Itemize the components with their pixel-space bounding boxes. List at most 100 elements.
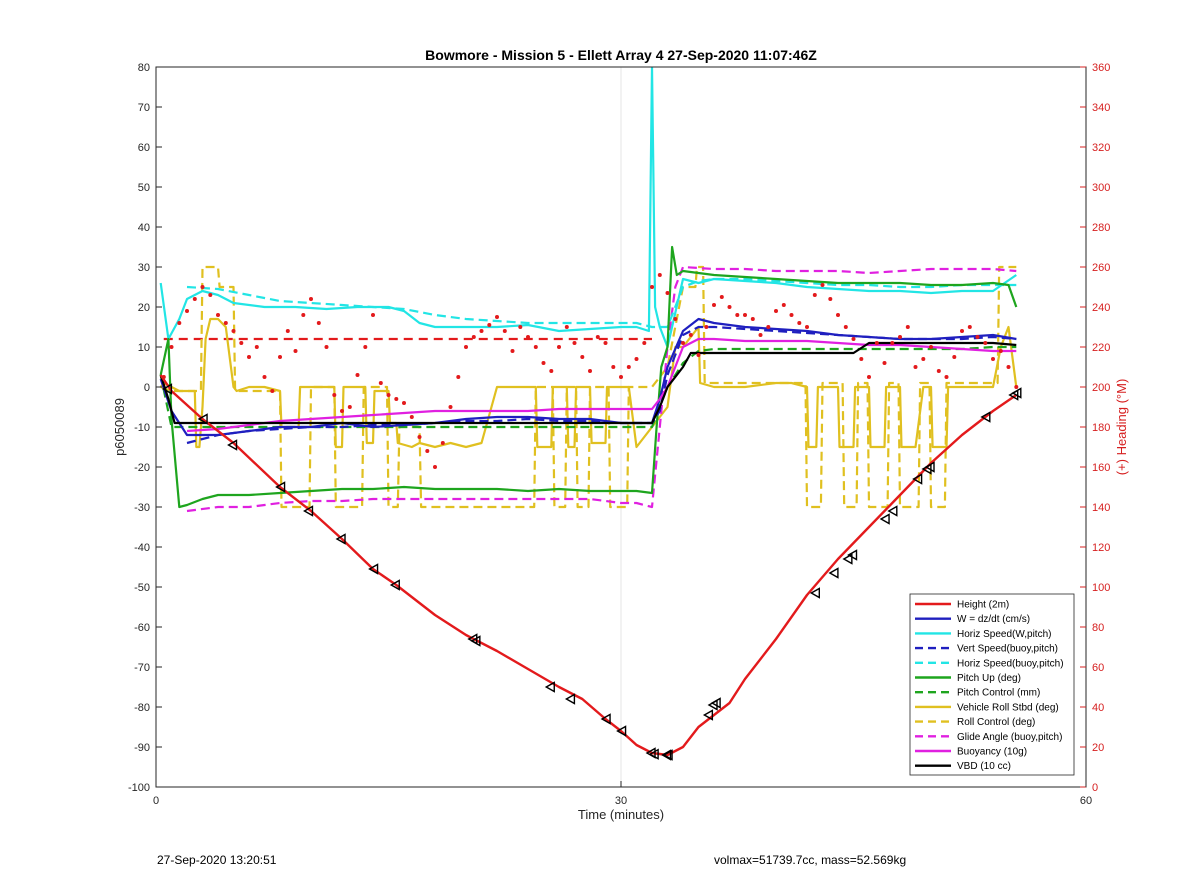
height-marker <box>368 563 379 575</box>
y-right-tick-label: 80 <box>1092 622 1104 634</box>
heading-point <box>890 341 895 345</box>
heading-point <box>913 365 918 369</box>
heading-point <box>851 337 856 341</box>
y-tick-label: 40 <box>138 222 150 234</box>
heading-point <box>533 345 538 349</box>
legend-label-buoyancy-10g: Buoyancy (10g) <box>957 747 1027 758</box>
heading-point <box>309 297 313 301</box>
heading-point <box>797 321 802 325</box>
heading-point <box>216 313 220 317</box>
heading-point <box>192 297 197 301</box>
heading-point <box>696 353 701 357</box>
heading-point <box>975 335 980 339</box>
series-line-glide-angle-buoy-pitch <box>186 265 1017 513</box>
legend-label-horiz-speed-buoy-pitch: Horiz Speed(buoy,pitch) <box>957 658 1064 669</box>
height-marker <box>197 413 208 425</box>
height-marker <box>275 481 286 493</box>
legend-label-vbd-10-cc: VBD (10 cc) <box>957 761 1011 772</box>
x-tick-label: 60 <box>1080 795 1092 807</box>
y-right-tick-label: 20 <box>1092 742 1104 754</box>
series-layer <box>159 67 1022 761</box>
heading-point <box>626 365 631 369</box>
heading-point <box>650 285 654 289</box>
height-marker <box>912 473 923 485</box>
footer-info: volmax=51739.7cc, mass=52.569kg <box>714 853 907 867</box>
heading-point <box>998 349 1003 353</box>
legend-label-pitch-up-deg: Pitch Up (deg) <box>957 673 1021 684</box>
y-tick-label: -70 <box>134 662 150 674</box>
heading-point <box>487 323 492 327</box>
heading-point <box>595 335 600 339</box>
height-marker <box>161 383 173 395</box>
y-tick-label: 70 <box>138 102 150 114</box>
y-right-tick-label: 220 <box>1092 342 1110 354</box>
heading-point <box>549 369 554 373</box>
heading-point <box>363 345 368 349</box>
heading-point <box>502 329 507 333</box>
y-tick-label: 20 <box>138 302 150 314</box>
heading-point <box>642 341 647 345</box>
legend-label-w-dz-dt-cm-s: W = dz/dt (cm/s) <box>957 614 1030 625</box>
heading-point <box>712 303 716 307</box>
heading-point <box>409 415 414 419</box>
heading-point <box>820 283 825 287</box>
y-axis-label: p6050089 <box>112 398 127 456</box>
heading-point <box>518 325 523 329</box>
heading-point <box>611 365 616 369</box>
height-marker <box>227 439 238 451</box>
height-marker <box>710 697 721 709</box>
heading-point <box>657 273 662 277</box>
heading-point <box>495 315 499 319</box>
heading-point <box>239 341 244 345</box>
heading-point <box>200 285 205 289</box>
heading-point <box>960 329 964 333</box>
series-line-horiz-speed-buoy-pitch <box>186 277 1017 329</box>
heading-point <box>293 349 298 353</box>
y-right-tick-label: 200 <box>1092 382 1110 394</box>
series-line-vehicle-roll-stbd-deg <box>159 317 1018 449</box>
series-line-pitch-up-deg <box>159 245 1018 509</box>
y-tick-label: -60 <box>134 622 150 634</box>
y-right-tick-label: 0 <box>1092 782 1098 794</box>
heading-point <box>208 293 213 297</box>
height-marker <box>389 579 400 591</box>
heading-point <box>859 357 864 361</box>
heading-point <box>766 325 771 329</box>
heading-point <box>479 329 484 333</box>
heading-point <box>557 345 561 349</box>
y-tick-label: 0 <box>144 382 150 394</box>
height-marker <box>564 693 576 705</box>
heading-point <box>223 321 228 325</box>
heading-point <box>750 317 755 321</box>
heading-point <box>673 317 678 321</box>
heading-point <box>254 345 259 349</box>
heading-point <box>603 341 608 345</box>
height-marker <box>648 748 659 760</box>
height-marker <box>842 553 853 565</box>
height-marker <box>335 533 346 545</box>
heading-point <box>316 321 321 325</box>
heading-point <box>510 349 515 353</box>
heading-point <box>758 333 763 337</box>
heading-point <box>394 397 399 401</box>
height-marker <box>600 713 611 725</box>
series-line-vbd-10-cc <box>159 341 1017 425</box>
y-right-tick-label: 180 <box>1092 422 1110 434</box>
y-tick-label: -30 <box>134 502 150 514</box>
heading-point <box>929 345 933 349</box>
heading-point <box>262 375 267 379</box>
heading-point <box>882 361 887 365</box>
series-line-roll-control-deg <box>160 265 1017 509</box>
heading-point <box>464 345 468 349</box>
heading-point <box>867 375 871 379</box>
heading-point <box>967 325 972 329</box>
height-marker <box>702 709 714 721</box>
series-line-pitch-control-mm <box>159 345 1017 429</box>
heading-point <box>456 375 461 379</box>
y-right-tick-label: 340 <box>1092 102 1110 114</box>
height-marker <box>924 461 935 473</box>
heading-point <box>681 341 685 345</box>
heading-point <box>526 335 530 339</box>
heading-point <box>572 341 577 345</box>
